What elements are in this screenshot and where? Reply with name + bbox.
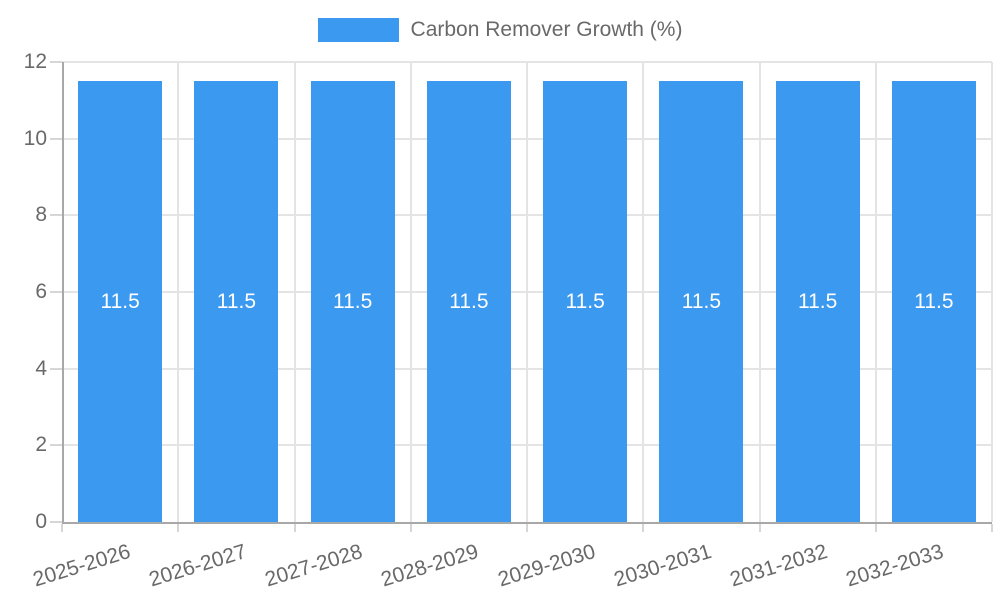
x-tick (293, 524, 296, 532)
bar[interactable] (659, 81, 744, 522)
bar-value-label: 11.5 (216, 289, 257, 313)
x-tick-label: 2027-2028 (262, 540, 366, 592)
bar-value-label: 11.5 (681, 289, 722, 313)
x-tick-label: 2029-2030 (495, 540, 598, 592)
x-tick-label: 2026-2027 (146, 540, 250, 592)
y-tick-label: 4 (35, 356, 47, 380)
v-gridline (526, 62, 528, 522)
x-tick (526, 524, 528, 532)
y-tick (50, 521, 62, 523)
y-tick (50, 61, 62, 63)
bar-value-label: 11.5 (914, 289, 954, 313)
bar[interactable] (775, 81, 860, 522)
y-tick (50, 137, 62, 140)
x-tick (61, 524, 63, 532)
bar[interactable] (543, 81, 628, 522)
y-tick-label: 2 (35, 433, 47, 457)
v-gridline (409, 62, 412, 522)
x-tick-label: 2032-2033 (843, 540, 947, 592)
x-tick-label: 2031-2032 (727, 540, 831, 592)
v-gridline (293, 62, 296, 522)
x-tick-label: 2030-2031 (611, 540, 715, 592)
y-tick-label: 0 (35, 510, 47, 533)
x-tick (758, 524, 761, 532)
y-tick (50, 214, 62, 217)
x-axis-line (62, 522, 992, 524)
v-gridline (874, 62, 877, 522)
y-axis-line (62, 62, 64, 524)
bar-value-label: 11.5 (797, 289, 838, 313)
x-tick (409, 524, 412, 532)
legend-label: Carbon Remover Growth (%) (410, 18, 683, 41)
v-gridline (177, 62, 180, 522)
x-tick-label: 2025-2026 (30, 540, 133, 592)
y-tick (50, 367, 62, 370)
chart-legend[interactable]: Carbon Remover Growth (%) (0, 17, 1000, 43)
bar[interactable] (891, 81, 976, 522)
bar[interactable] (78, 81, 163, 522)
bar-value-label: 11.5 (332, 289, 373, 313)
bar-value-label: 11.5 (100, 289, 140, 313)
y-tick-label: 10 (23, 126, 47, 150)
x-tick (177, 524, 180, 532)
bar-value-label: 11.5 (565, 289, 605, 313)
x-tick (874, 524, 877, 532)
bar[interactable] (194, 81, 279, 522)
x-tick-label: 2028-2029 (378, 540, 482, 592)
v-gridline (991, 62, 993, 522)
x-tick (991, 524, 993, 532)
bar[interactable] (426, 81, 511, 522)
y-tick-label: 8 (35, 203, 47, 227)
bar-value-label: 11.5 (449, 289, 489, 313)
bar[interactable] (310, 81, 395, 522)
v-gridline (758, 62, 761, 522)
y-tick (50, 291, 62, 293)
legend-swatch (317, 18, 399, 42)
x-tick (642, 524, 645, 532)
y-tick-label: 6 (35, 280, 47, 303)
v-gridline (642, 62, 645, 522)
y-tick-label: 12 (23, 50, 47, 73)
y-tick (50, 444, 62, 447)
